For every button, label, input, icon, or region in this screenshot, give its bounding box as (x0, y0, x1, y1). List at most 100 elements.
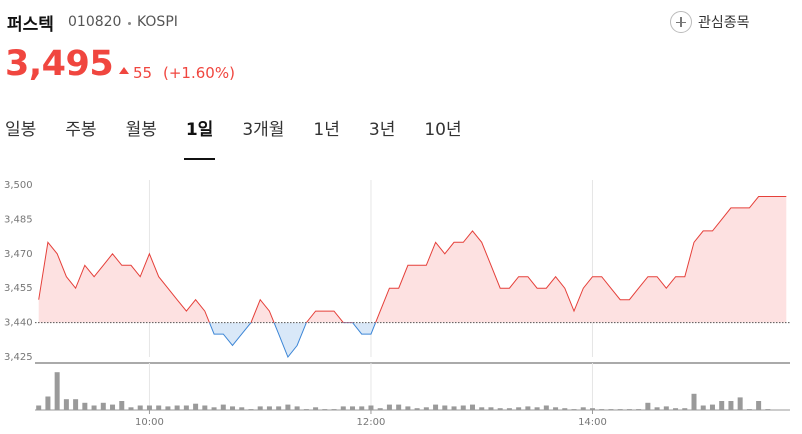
volume-bar (63, 399, 69, 410)
volume-bar (220, 404, 226, 410)
volume-bar (608, 409, 614, 410)
volume-bar (451, 406, 457, 410)
volume-bar (506, 408, 512, 410)
volume-bar (313, 407, 319, 410)
volume-bar (266, 406, 272, 410)
y-tick-label: 3,500 (4, 180, 33, 191)
volume-bar (110, 404, 116, 410)
volume-bar (146, 405, 152, 410)
period-tabs: 일봉 주봉 월봉 1일 3개월 1년 3년 10년 (5, 115, 462, 160)
volume-bar (534, 407, 540, 410)
volume-bar (257, 406, 263, 410)
area-up (38, 196, 787, 323)
volume-bar (663, 406, 669, 410)
plus-icon (670, 11, 692, 33)
watchlist-button[interactable]: 관심종목 (670, 11, 750, 33)
volume-bar (497, 408, 503, 410)
volume-bar (645, 402, 651, 410)
volume-bar (285, 404, 291, 410)
volume-bar (719, 401, 725, 410)
volume-bar (193, 403, 199, 410)
volume-bar (488, 407, 494, 410)
price: 3,495 (5, 44, 114, 84)
volume-bar (654, 407, 660, 410)
volume-bar (368, 405, 374, 410)
period-tab[interactable]: 1일 (183, 115, 216, 160)
volume-bar (617, 409, 623, 410)
volume-bar (211, 407, 217, 410)
x-tick-label: 14:00 (578, 417, 607, 428)
price-line-up (38, 196, 787, 323)
volume-bar (543, 405, 549, 410)
period-tab[interactable]: 월봉 (125, 120, 157, 140)
volume-bar (340, 406, 346, 410)
volume-bar (322, 409, 328, 410)
area-down (209, 322, 376, 357)
period-tab[interactable]: 일봉 (5, 120, 37, 140)
volume-bar (562, 408, 568, 410)
volume-bar (580, 407, 586, 410)
volume-bar (691, 393, 697, 410)
volume-bar (294, 406, 300, 410)
volume-bar (100, 402, 106, 410)
volume-bar (230, 406, 236, 410)
change-percent: (+1.60%) (163, 64, 235, 82)
volume-bar (396, 404, 402, 410)
y-tick-label: 3,485 (4, 214, 33, 225)
watchlist-label: 관심종목 (698, 15, 750, 31)
volume-bar (386, 404, 392, 410)
volume-bar (202, 405, 208, 410)
y-tick-label: 3,425 (4, 352, 33, 363)
period-tab[interactable]: 10년 (424, 120, 462, 140)
volume-bar (174, 405, 180, 410)
volume-bar (460, 405, 466, 410)
volume-bar (746, 409, 752, 410)
period-tab[interactable]: 3년 (368, 120, 396, 140)
volume-bar (156, 405, 162, 410)
stock-code: 010820 (68, 14, 122, 30)
volume-bar (737, 397, 743, 410)
y-tick-label: 3,440 (4, 318, 33, 329)
volume-bar (91, 405, 97, 410)
volume-bar (479, 407, 485, 410)
volume-bar (469, 404, 475, 410)
volume-bar (119, 401, 125, 410)
y-tick-label: 3,470 (4, 249, 33, 260)
period-tab[interactable]: 1년 (313, 120, 340, 140)
x-tick-label: 10:00 (135, 417, 164, 428)
volume-bar (589, 408, 595, 410)
stock-name: 퍼스텍 (7, 15, 54, 35)
volume-bar (765, 409, 771, 410)
volume-bar (239, 407, 245, 410)
period-tab[interactable]: 3개월 (242, 120, 285, 140)
volume-bar (423, 407, 429, 410)
x-tick-label: 12:00 (357, 417, 386, 428)
volume-bar (359, 406, 365, 410)
y-tick-label: 3,455 (4, 283, 33, 294)
volume-bar (756, 401, 762, 410)
change: 55 (133, 64, 153, 82)
volume-bar (137, 405, 143, 410)
volume-bar (331, 409, 337, 410)
volume-bar (626, 409, 632, 410)
volume-bar (128, 407, 134, 410)
volume-bar (728, 401, 734, 410)
volume-bar (54, 372, 60, 410)
volume-bar (682, 408, 688, 410)
volume-bar (525, 406, 531, 410)
volume-bar (303, 409, 309, 410)
volume-bar (700, 405, 706, 410)
period-tab[interactable]: 주봉 (65, 120, 97, 140)
volume-bar (405, 406, 411, 410)
volume-bar (45, 396, 51, 410)
volume-bar (442, 405, 448, 410)
volume-bar (516, 407, 522, 410)
volume-bar (433, 404, 439, 410)
volume-bar (673, 408, 679, 410)
volume-bar (82, 402, 88, 410)
volume-bar (350, 406, 356, 410)
volume-bar (276, 406, 282, 410)
volume-bar (36, 405, 42, 410)
